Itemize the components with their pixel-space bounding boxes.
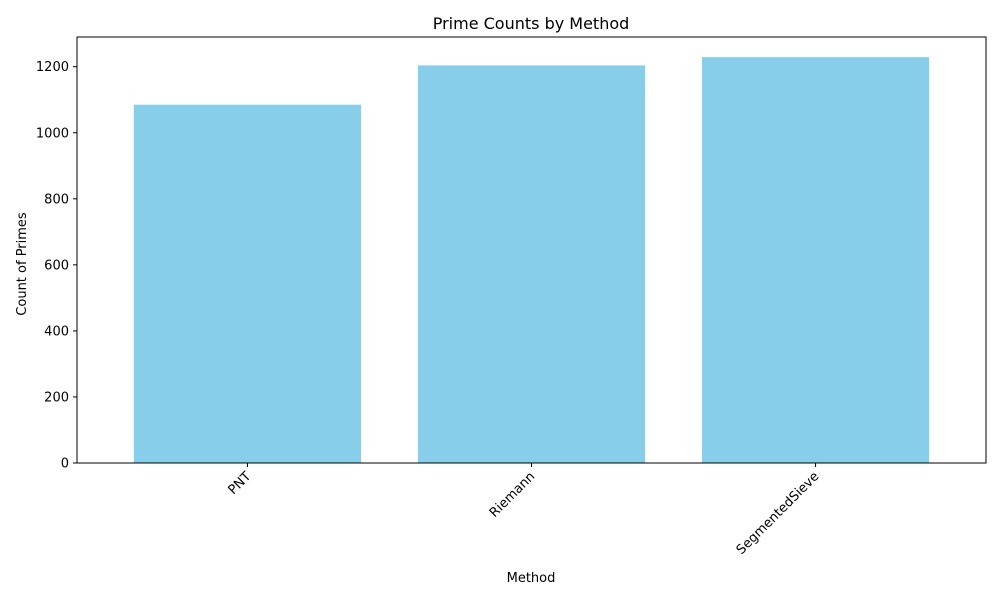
y-axis: 0 200 400 600 800 1000 1200	[36, 60, 77, 472]
chart-title: Prime Counts by Method	[433, 14, 630, 33]
y-tick-label: 400	[44, 324, 69, 339]
y-tick-label: 1000	[36, 126, 69, 141]
x-tick-label: PNT	[226, 469, 255, 498]
y-axis-label: Count of Primes	[15, 212, 30, 316]
y-tick-label: 1200	[36, 60, 69, 75]
x-axis: PNT Riemann SegmentedSieve	[226, 463, 823, 558]
bars-group	[133, 57, 930, 464]
y-tick-label: 200	[44, 390, 69, 405]
bar-pnt	[133, 104, 362, 463]
x-tick-label: SegmentedSieve	[734, 469, 823, 558]
bar-riemann	[417, 65, 646, 464]
y-tick-label: 800	[44, 192, 69, 207]
x-axis-label: Method	[507, 571, 556, 586]
x-tick-label: Riemann	[487, 469, 538, 520]
bar-segmentedsieve	[701, 57, 930, 463]
y-tick-label: 600	[44, 258, 69, 273]
plot-frame	[76, 36, 987, 464]
y-tick-label: 0	[61, 457, 69, 472]
